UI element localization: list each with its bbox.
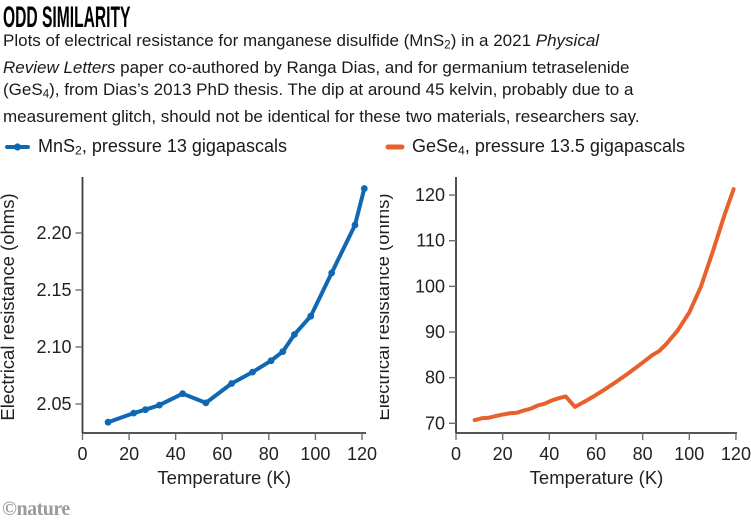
x-tick-label: 40 [539,444,559,464]
x-tick-label: 20 [493,444,513,464]
text-segment: paper co-authored by Ranga Dias, and for… [115,58,630,78]
y-tick-label: 2.15 [36,280,71,300]
line-with-dot-icon [5,143,30,151]
data-point [104,418,112,426]
caption-line: measurement glitch, should not be identi… [3,106,748,128]
x-tick-label: 80 [259,444,279,464]
data-point [307,312,315,320]
data-point [142,406,149,414]
legend-mns2: MnS2, pressure 13 gigapascals [4,136,287,158]
data-line-GeSe4 [472,187,736,423]
text-segment: GeSe [412,136,459,157]
chart-gese4: 0 20 40 60 80 100 120 70 80 90 100 110 120 Temperatur… [380,177,751,488]
text-segment: , pressure 13 gigapascals [81,136,287,157]
y-tick-label: 80 [425,368,445,388]
y-tick-label: 2.20 [36,223,71,243]
x-tick-label: 80 [633,444,653,464]
x-tick-label: 120 [347,444,377,464]
nature-logo: ©nature [2,498,70,520]
y-tick-label: 2.05 [36,394,71,414]
data-point [351,221,359,229]
data-point [279,348,287,355]
x-tick-label: 60 [212,444,232,464]
caption-line: (GeS4), from Dias’s 2013 PhD thesis. The… [3,79,748,106]
caption: Plots of electrical resistance for manga… [3,30,748,127]
y-tick-label: 90 [425,322,445,342]
x-axis-label: Temperature (K) [157,467,291,488]
data-line-MnS2 [106,186,367,425]
legend-gese4: GeSe4, pressure 13.5 gigapascals [385,136,685,158]
y-axis-label: Electrical resistance (ohms) [0,193,18,420]
text-segment: (GeS [3,79,43,99]
text-segment: Physical [535,31,600,50]
y-tick-label: 2.10 [36,337,71,357]
data-point [249,368,256,376]
data-point [291,331,298,338]
text-segment: ) in a 2021 [450,31,536,50]
y-tick-label: 120 [415,185,445,205]
text-segment: MnS [38,136,76,157]
text-segment: 2 [444,39,451,52]
caption-line: Plots of electrical resistance for manga… [3,30,748,57]
text-segment: Plots of electrical resistance for manga… [3,31,445,50]
x-tick-label: 100 [674,444,704,464]
text-segment: 2 [75,143,82,158]
text-segment: 4 [42,88,50,101]
text-segment: measurement glitch, should not be identi… [3,106,640,126]
legend-mns2-label: MnS2, pressure 13 gigapascals [38,136,287,158]
data-point [228,380,236,387]
chart-mns2: 0 20 40 60 80 100 120 2.05 2.10 2.15 2.20 Temperatu… [0,177,377,488]
y-tick-label: 100 [415,276,445,296]
x-tick-label: 20 [119,444,139,464]
data-point [130,409,138,417]
text-segment: 4 [458,143,465,158]
data-point [156,401,163,409]
data-point [360,185,368,192]
data-point [179,390,187,398]
data-point [267,357,275,365]
page-title: ODD SIMILARITY [3,1,131,34]
y-tick-label: 70 [425,413,445,433]
x-tick-label: 100 [300,444,330,464]
legend-gese4-label: GeSe4, pressure 13.5 gigapascals [412,136,685,158]
text-segment: ), from Dias’s 2013 PhD thesis. The dip … [49,79,634,99]
data-point [328,269,336,277]
dash-icon [385,144,405,150]
text-segment: , pressure 13.5 gigapascals [464,136,685,157]
x-tick-label: 60 [586,444,606,464]
data-point [202,399,210,407]
caption-line: Review Letters paper co-authored by Rang… [3,57,748,79]
x-tick-label: 0 [451,444,461,464]
text-segment: Review Letters [3,58,116,78]
y-axis-label: Electrical resistance (ohms) [380,193,393,420]
x-axis-label: Temperature (K) [530,467,664,488]
x-tick-label: 120 [721,444,751,464]
y-tick-label: 110 [416,231,445,251]
x-tick-label: 0 [77,444,87,464]
x-tick-label: 40 [166,444,186,464]
